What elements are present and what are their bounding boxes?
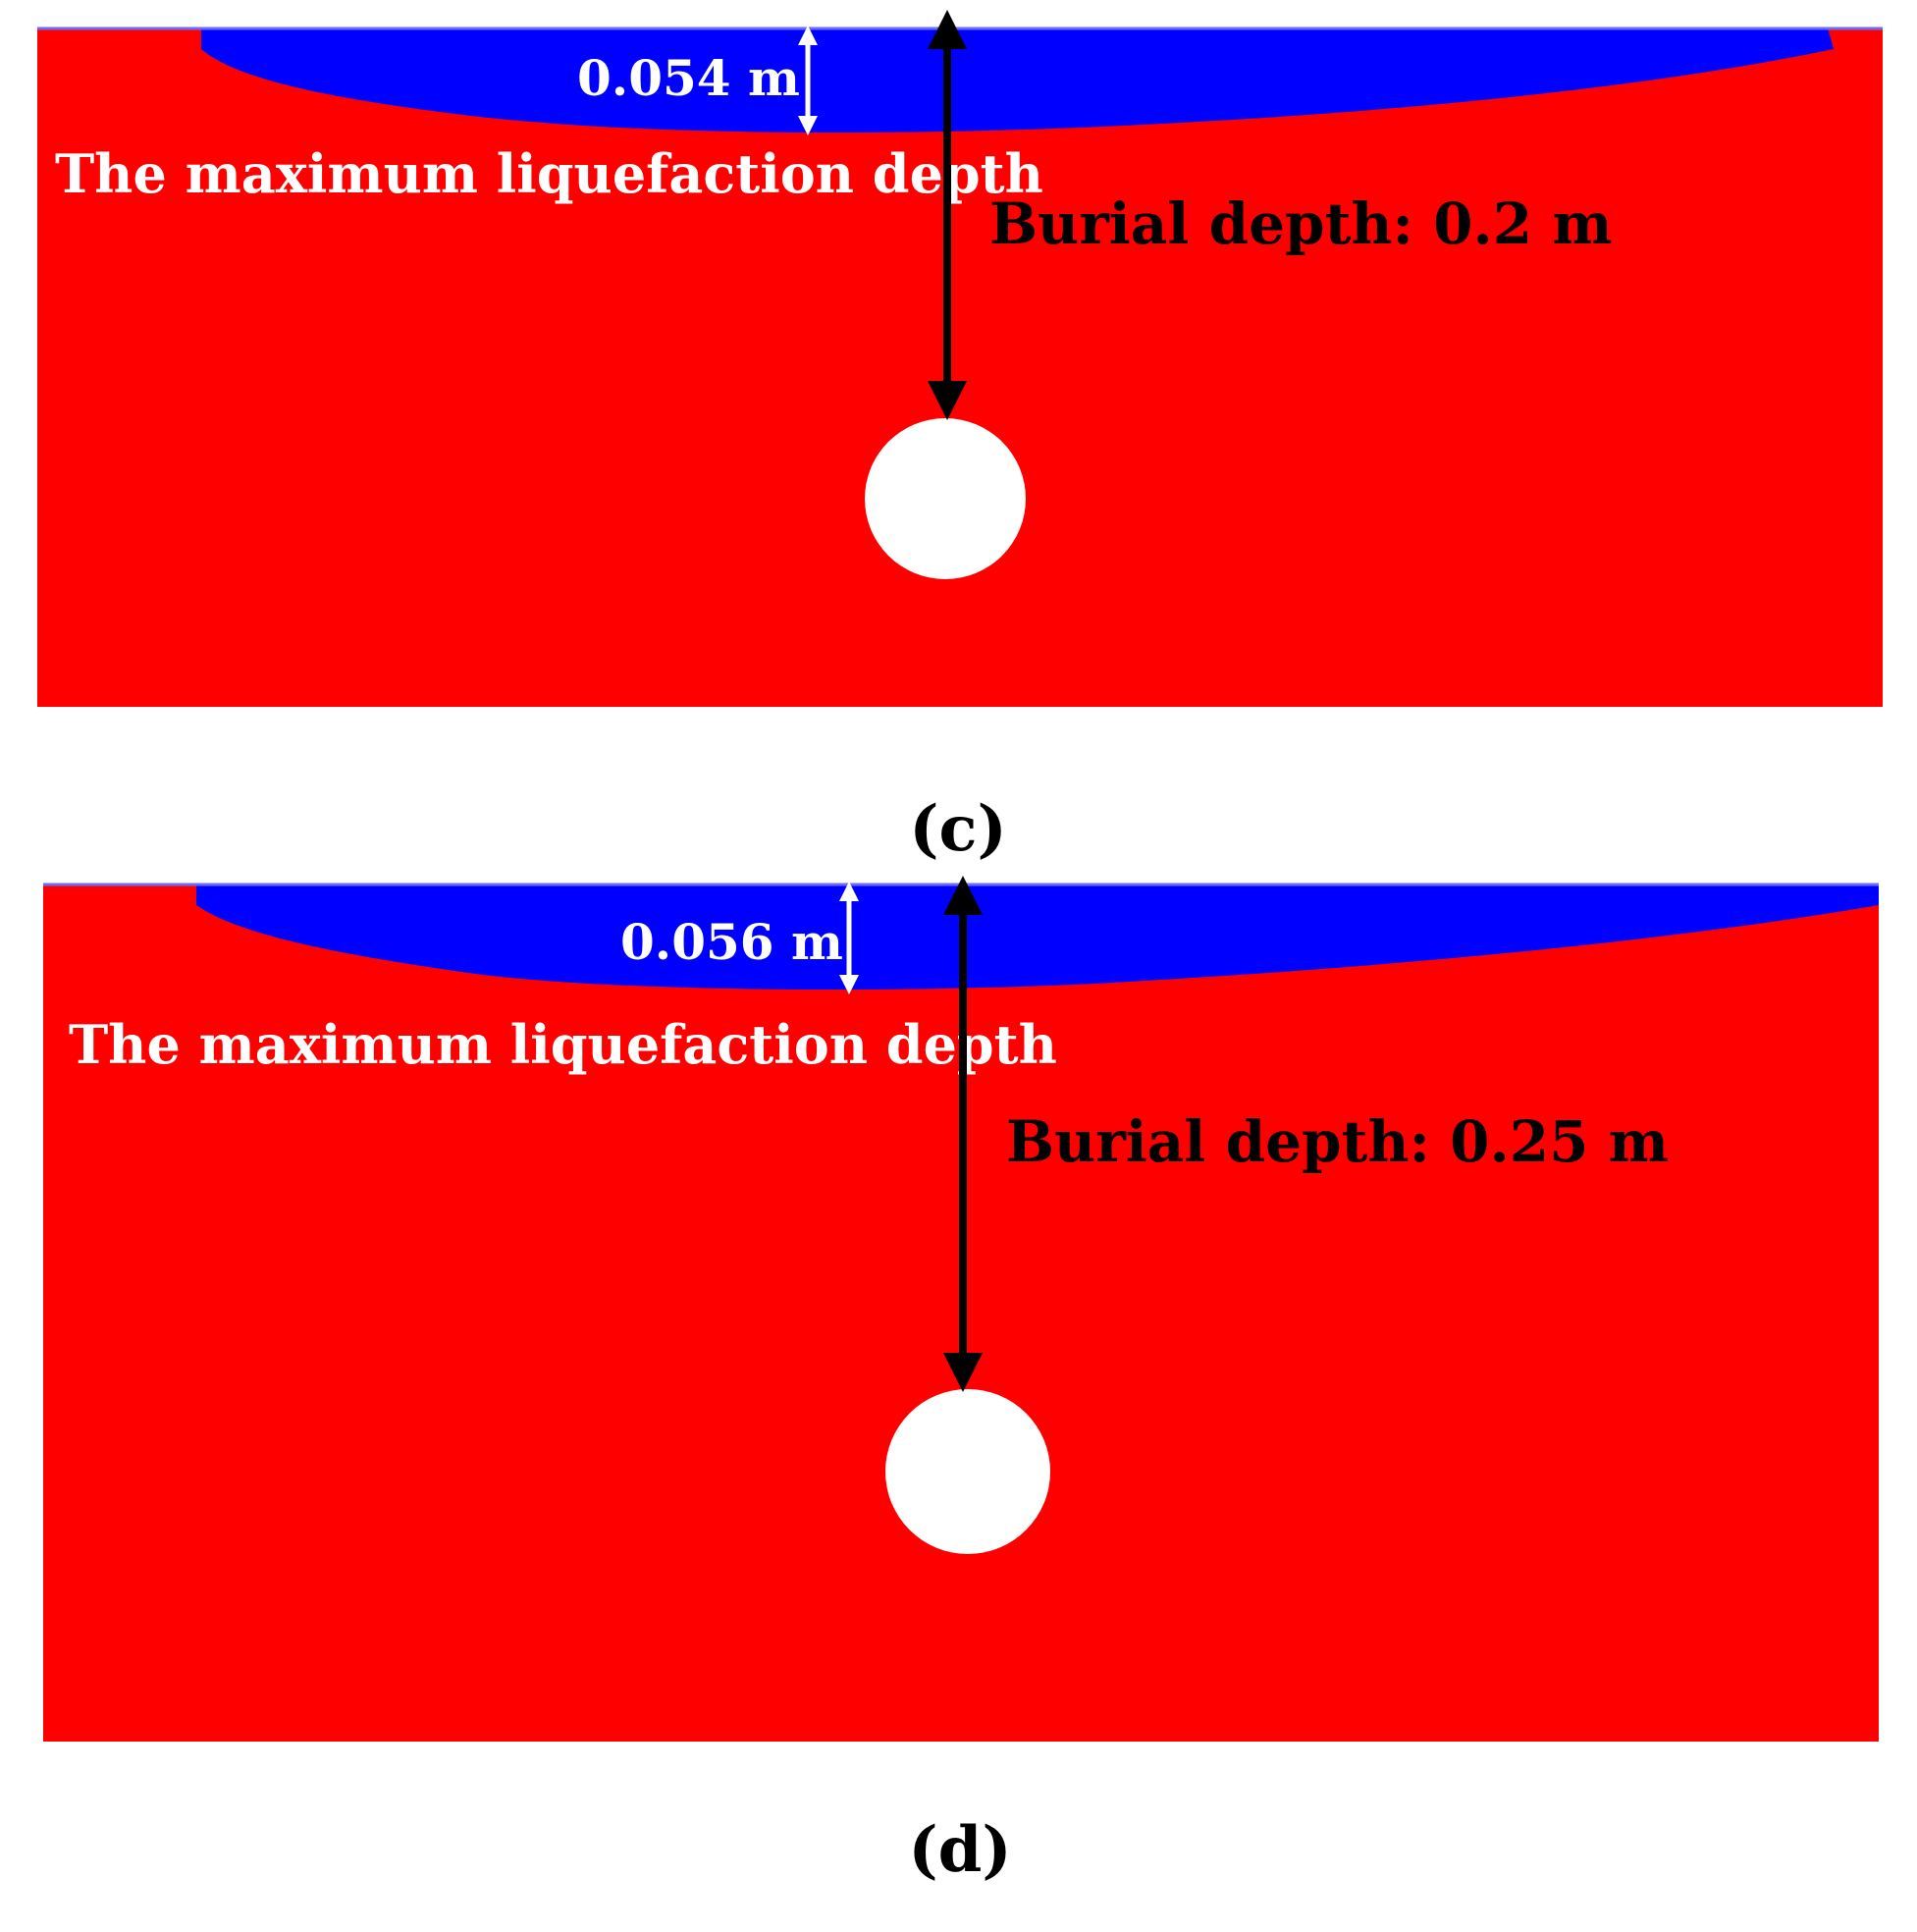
- liquefied-zone: [196, 884, 1879, 991]
- max-liquefaction-label: The maximum liquefaction depth: [55, 142, 1043, 205]
- pipe-circle: [865, 418, 1026, 579]
- panel-caption-c: (c): [909, 792, 1007, 866]
- burial-depth-label: Burial depth: 0.25 m: [1006, 1108, 1669, 1175]
- liquefaction-depth-label: 0.056 m: [620, 913, 843, 971]
- pipe-circle: [885, 1389, 1050, 1554]
- liquefied-zone: [201, 27, 1834, 133]
- burial-depth-label: Burial depth: 0.2 m: [989, 190, 1613, 257]
- panel-d: 0.056 m The maximum liquefaction depth B…: [43, 876, 1879, 1742]
- max-liquefaction-label: The maximum liquefaction depth: [69, 1013, 1057, 1076]
- panel-c: 0.054 m The maximum liquefaction depth B…: [37, 9, 1883, 707]
- liquefaction-depth-label: 0.054 m: [577, 49, 800, 107]
- panel-caption-d: (d): [908, 1813, 1011, 1887]
